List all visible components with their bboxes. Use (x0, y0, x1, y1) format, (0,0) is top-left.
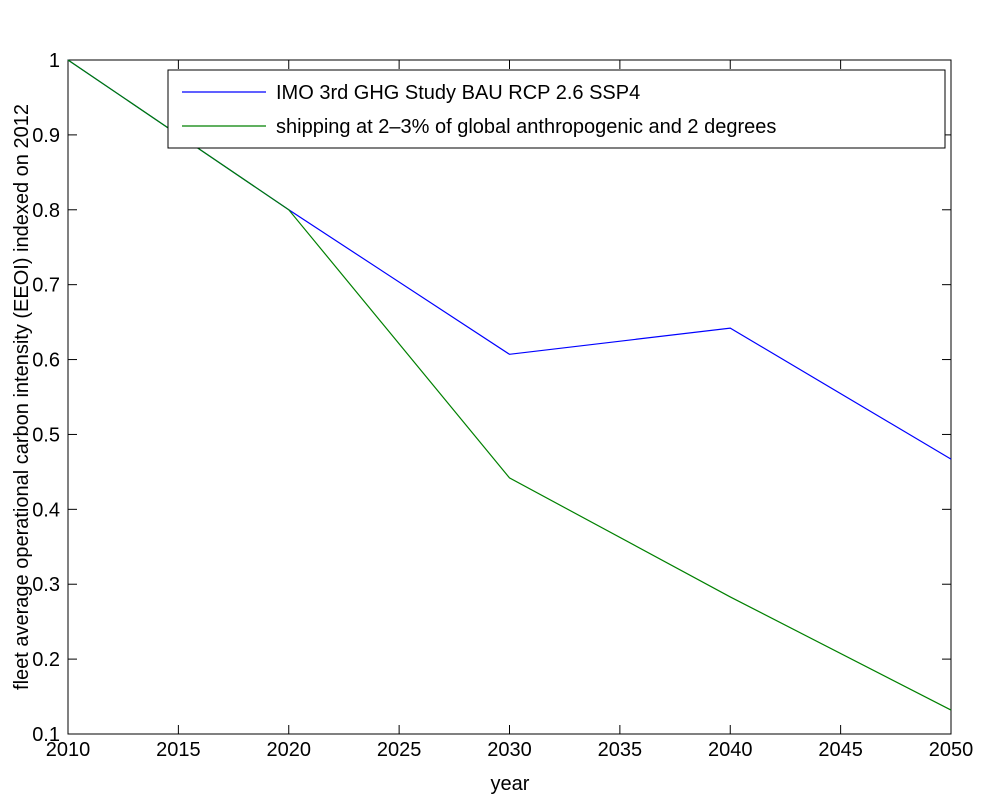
y-tick-label: 0.5 (32, 424, 60, 446)
legend-label: IMO 3rd GHG Study BAU RCP 2.6 SSP4 (276, 82, 640, 104)
y-tick-label: 0.1 (32, 724, 60, 746)
y-tick-label: 1 (49, 50, 60, 72)
x-tick-label: 2035 (598, 739, 643, 761)
y-tick-label: 0.2 (32, 649, 60, 671)
x-tick-label: 2030 (487, 739, 532, 761)
y-tick-label: 0.7 (32, 275, 60, 297)
x-tick-label: 2020 (267, 739, 312, 761)
x-tick-label: 2025 (377, 739, 422, 761)
y-tick-label: 0.4 (32, 499, 60, 521)
y-axis-label: fleet average operational carbon intensi… (11, 104, 33, 690)
y-tick-label: 0.9 (32, 125, 60, 147)
x-tick-label: 2010 (46, 739, 91, 761)
legend-box (167, 69, 946, 149)
legend-label: shipping at 2–3% of global anthropogenic… (276, 116, 776, 138)
y-tick-label: 0.6 (32, 350, 60, 372)
x-tick-label: 2050 (929, 739, 974, 761)
x-tick-label: 2040 (708, 739, 753, 761)
y-tick-label: 0.3 (32, 574, 60, 596)
line-series (67, 59, 952, 711)
x-axis-label: year (491, 773, 530, 795)
y-tick-label: 0.8 (32, 200, 60, 222)
x-tick-label: 2045 (818, 739, 863, 761)
x-tick-label: 2015 (156, 739, 201, 761)
plot-area (67, 59, 952, 735)
